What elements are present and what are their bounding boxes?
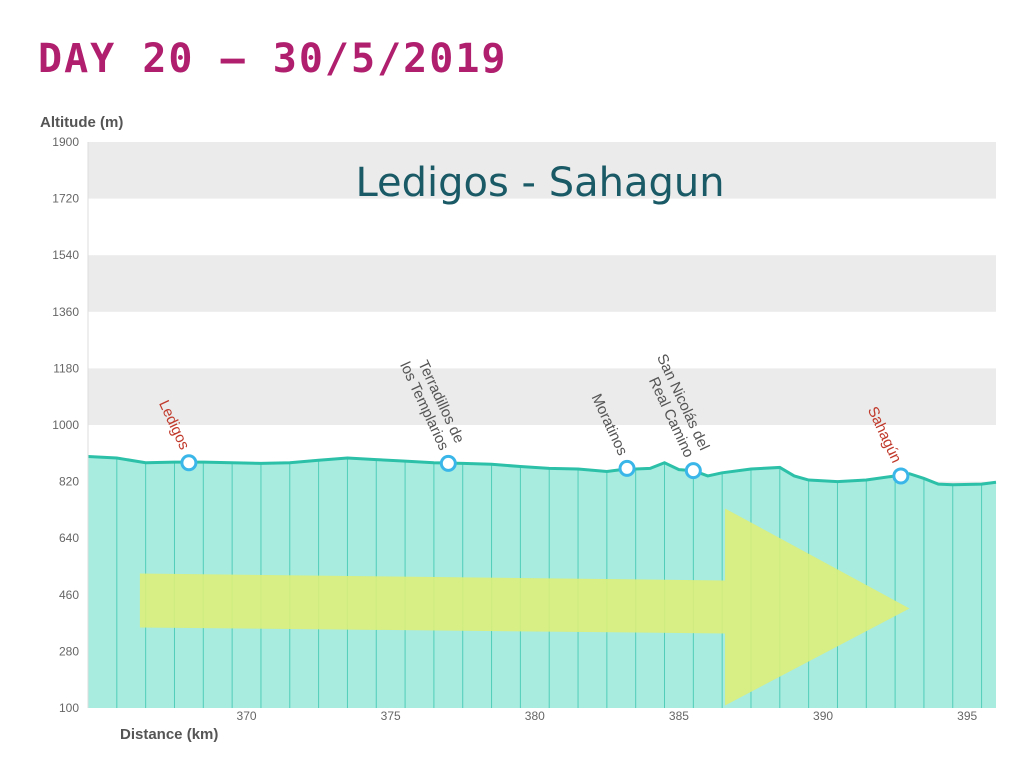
direction-arrow (139, 508, 910, 706)
grid-band (88, 142, 996, 199)
y-tick-label: 1360 (52, 305, 79, 319)
x-tick-label: 375 (381, 709, 401, 723)
x-tick-label: 385 (669, 709, 689, 723)
y-tick-label: 640 (59, 531, 79, 545)
y-tick-labels: 100 280 460 640 820 1000 1180 1360 1540 1720 1900 (52, 135, 89, 715)
waypoint-marker (439, 454, 457, 472)
x-tick-label: 370 (237, 709, 257, 723)
y-tick-label: 280 (59, 644, 79, 658)
y-tick-label: 1720 (52, 192, 79, 206)
x-tick-label: 390 (813, 709, 833, 723)
x-tick-labels: 370 375 380 385 390 395 (237, 709, 978, 723)
y-tick-label: 1180 (53, 361, 79, 375)
x-tick-label: 395 (957, 709, 977, 723)
waypoint-marker (180, 454, 198, 472)
grid-band (88, 255, 996, 312)
route-title: Ledigos - Sahagun (355, 160, 724, 206)
waypoint-marker (892, 467, 910, 485)
y-tick-label: 1000 (52, 418, 79, 432)
y-tick-label: 1540 (52, 248, 79, 262)
waypoint-marker (684, 462, 702, 480)
y-tick-label: 1900 (52, 135, 79, 149)
vertical-gridlines (116, 458, 983, 708)
direction-arrow-shape (139, 508, 910, 706)
x-axis-title: Distance (km) (120, 726, 218, 743)
y-tick-label: 100 (59, 701, 79, 715)
x-tick-label: 380 (525, 709, 545, 723)
waypoint-marker (618, 459, 636, 477)
y-tick-label: 820 (59, 475, 79, 489)
grid-band (88, 368, 996, 425)
y-axis-title: Altitude (m) (40, 114, 123, 131)
y-tick-label: 460 (59, 588, 79, 602)
page-title: DAY 20 — 30/5/2019 (38, 36, 508, 82)
